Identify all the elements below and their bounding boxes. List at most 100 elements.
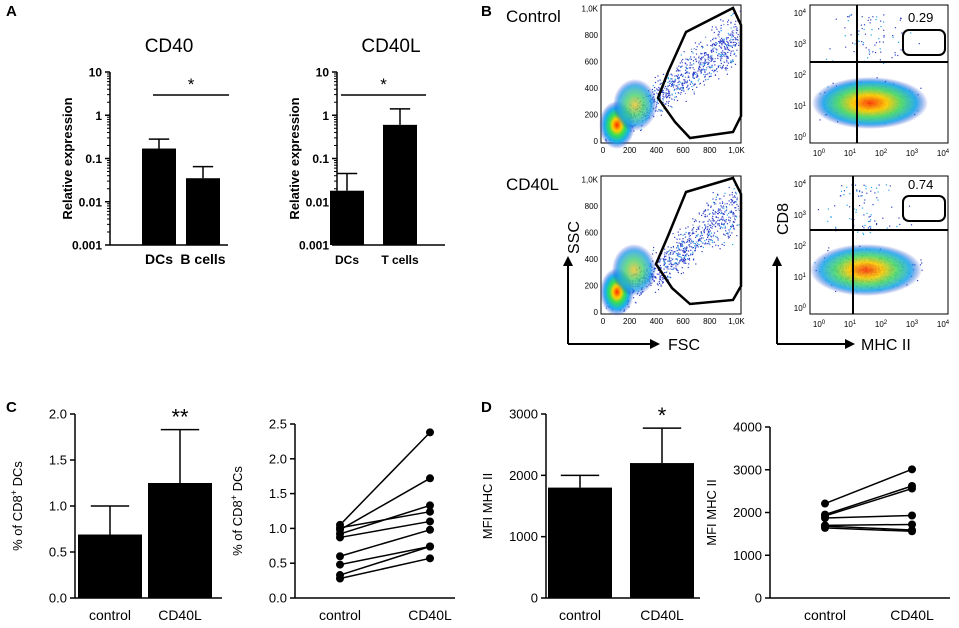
event-dot (688, 250, 690, 252)
y-tick-label: 0 (594, 308, 599, 317)
event-dot (731, 225, 733, 227)
event-dot (661, 91, 663, 93)
event-dot (735, 32, 738, 34)
event-dot (720, 30, 722, 32)
event-dot (701, 227, 703, 229)
event-dot (682, 58, 684, 61)
event-dot (885, 184, 887, 186)
y-tick-label: 10 (316, 66, 330, 80)
event-dot (666, 97, 668, 99)
fsc-ssc-gate-cd40l (654, 176, 743, 306)
event-dot (675, 252, 678, 255)
event-dot (726, 61, 728, 63)
event-dot (679, 81, 681, 83)
event-dot (662, 73, 665, 75)
event-dot (732, 39, 734, 41)
event-dot (707, 73, 709, 75)
event-dot (730, 27, 732, 29)
pair-line (339, 557, 431, 580)
event-dot (868, 216, 870, 218)
event-dot (677, 270, 679, 272)
fsc-axis-label: FSC (668, 337, 700, 354)
event-dot (735, 38, 737, 40)
event-dot (662, 89, 664, 91)
point-cd40l (426, 507, 434, 516)
event-dot (692, 242, 694, 244)
event-dot (674, 88, 676, 90)
event-dot (705, 79, 707, 81)
facs-axis-arrows: CD8 MHC II (772, 203, 911, 354)
event-dot (689, 244, 691, 246)
event-dot (714, 213, 716, 215)
event-dot (675, 96, 677, 98)
event-dot (713, 69, 715, 71)
event-dot (850, 34, 852, 36)
event-dot (726, 223, 729, 225)
x-tick-label: 103 (906, 149, 919, 158)
event-dot (681, 85, 684, 87)
event-dot (713, 232, 716, 234)
event-dot (720, 198, 722, 200)
event-dot (707, 205, 709, 207)
event-dot (699, 235, 701, 237)
event-dot (688, 263, 690, 265)
event-dot (667, 92, 669, 94)
event-dot (921, 269, 923, 271)
point-cd40l (426, 525, 434, 534)
event-dot (721, 52, 723, 54)
event-dot (726, 40, 728, 42)
y-tick-label: 103 (794, 40, 807, 49)
event-dot (680, 93, 682, 95)
event-dot (686, 82, 688, 84)
event-dot (669, 94, 671, 96)
event-dot (870, 219, 872, 221)
event-dot (721, 44, 723, 46)
event-dot (676, 247, 678, 249)
event-dot (717, 239, 719, 241)
event-dot (668, 91, 671, 93)
event-dot (664, 262, 666, 264)
event-dot (736, 36, 739, 38)
event-dot (715, 68, 717, 71)
event-dot (654, 291, 657, 293)
event-dot (863, 202, 865, 204)
event-dot (828, 247, 830, 249)
event-dot (725, 48, 727, 50)
event-dot (667, 251, 669, 253)
event-dot (883, 62, 885, 64)
event-dot (732, 215, 734, 217)
x-tick-label: 1,0K (728, 146, 745, 155)
event-dot (723, 223, 725, 225)
event-dot (713, 224, 715, 226)
event-dot (718, 198, 721, 200)
chart-cd8-bar: 0.0 0.5 1.0 1.5 2.0 % of CD8+ DCs control CD40L… (9, 405, 222, 623)
event-dot (735, 29, 737, 31)
event-dot (680, 244, 682, 246)
event-dot (669, 97, 671, 99)
event-dot (882, 41, 884, 43)
event-dot (688, 257, 690, 260)
event-dot (712, 212, 714, 214)
event-dot (668, 74, 670, 76)
event-dot (710, 40, 712, 42)
event-dot (699, 70, 701, 72)
event-dot (662, 98, 664, 100)
event-dot (677, 271, 679, 274)
event-dot (670, 247, 672, 249)
event-dot (690, 240, 692, 242)
event-dot (724, 226, 726, 228)
event-dot (708, 230, 710, 232)
event-dot (712, 201, 715, 203)
event-dot (676, 263, 678, 265)
event-dot (703, 64, 705, 66)
event-dot (712, 235, 714, 237)
event-dot (718, 78, 720, 80)
event-dot (706, 226, 708, 228)
event-dot (660, 267, 662, 269)
event-dot (685, 100, 687, 102)
event-dot (659, 277, 661, 279)
event-dot (682, 260, 684, 262)
event-dot (723, 41, 725, 43)
event-dot (679, 228, 681, 230)
event-dot (711, 26, 713, 28)
